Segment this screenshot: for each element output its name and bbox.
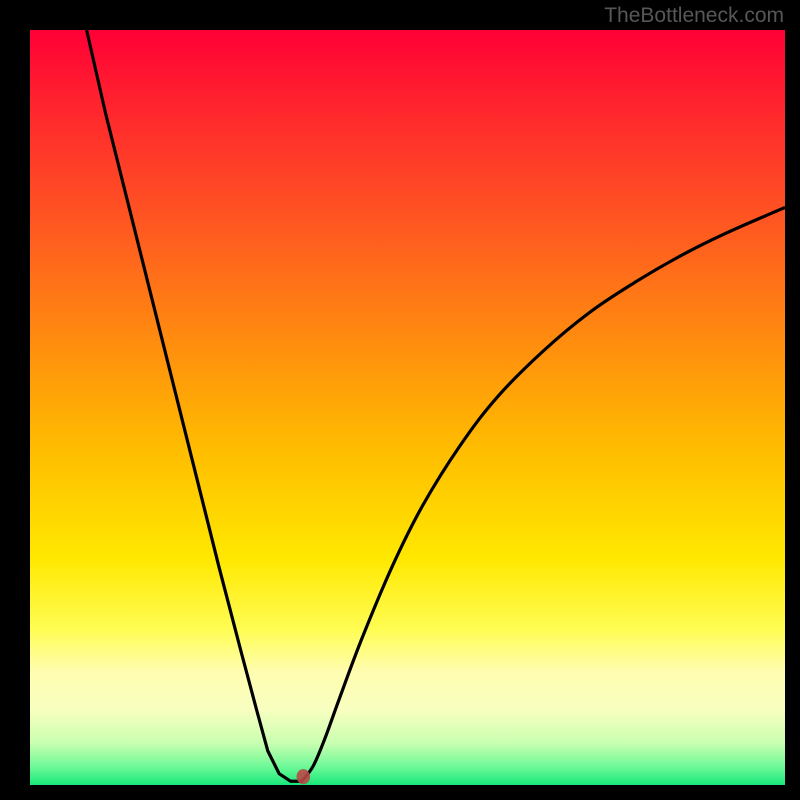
chart-background — [30, 30, 785, 785]
minimum-marker — [297, 769, 311, 784]
chart-svg — [30, 30, 785, 785]
chart-plot-area — [30, 30, 785, 785]
watermark-text: TheBottleneck.com — [604, 4, 784, 28]
